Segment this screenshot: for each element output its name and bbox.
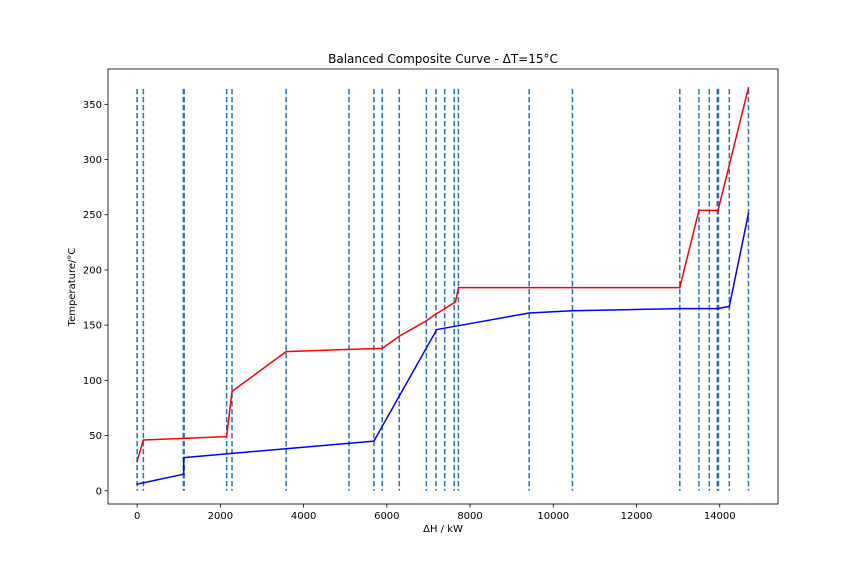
series-line-hot	[136, 86, 750, 462]
y-tick-label: 200	[83, 265, 102, 276]
plot-frame	[107, 68, 779, 505]
series-lines	[136, 86, 750, 486]
x-tick-label: 10000	[537, 511, 569, 522]
x-tick-label: 0	[134, 511, 140, 522]
chart-title: Balanced Composite Curve - ΔT=15°C	[328, 52, 558, 66]
x-axis-title: ΔH / kW	[423, 524, 463, 535]
x-tick-label: 4000	[291, 511, 316, 522]
y-tick-label: 50	[89, 431, 102, 442]
y-tick-label: 350	[83, 100, 102, 111]
x-tick-label: 8000	[457, 511, 482, 522]
y-tick-label: 300	[83, 155, 102, 166]
x-tick-label: 14000	[704, 511, 736, 522]
series-line-cold	[136, 212, 750, 486]
y-tick-label: 100	[83, 376, 102, 387]
x-tick-label: 2000	[208, 511, 233, 522]
vertical-guide-lines	[136, 88, 750, 491]
y-tick-label: 150	[83, 321, 102, 332]
x-tick-label: 12000	[621, 511, 653, 522]
y-tick-label: 0	[96, 486, 102, 497]
y-tick-label: 250	[83, 210, 102, 221]
x-tick-label: 6000	[374, 511, 399, 522]
y-axis-title: Temperature/°C	[67, 248, 78, 328]
axes: 0 2000 4000 6000 8000 10000 12000 14000 0 50 100 15…	[83, 68, 779, 522]
